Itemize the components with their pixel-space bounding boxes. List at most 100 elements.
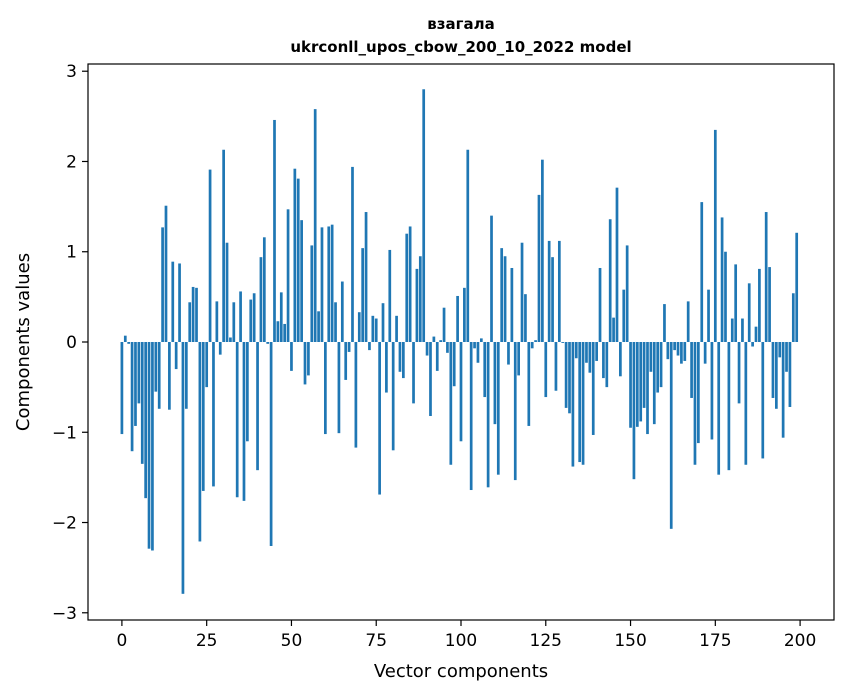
bar xyxy=(625,245,629,342)
bar xyxy=(340,281,344,342)
bar xyxy=(347,342,351,352)
bar xyxy=(652,342,656,425)
bar xyxy=(398,342,402,372)
bar xyxy=(212,342,215,487)
bar xyxy=(693,342,697,465)
bar xyxy=(486,342,490,488)
bar xyxy=(296,178,300,342)
bar xyxy=(544,342,548,398)
bar xyxy=(503,256,507,342)
bar xyxy=(418,256,422,342)
bar xyxy=(354,342,358,448)
bar xyxy=(707,289,710,342)
bar xyxy=(642,342,646,408)
bar xyxy=(232,302,236,342)
bar xyxy=(195,287,198,342)
bar xyxy=(629,342,632,428)
bar xyxy=(408,226,412,342)
bar xyxy=(581,342,585,465)
bar xyxy=(137,342,141,404)
bar xyxy=(191,286,195,342)
bar xyxy=(703,342,707,364)
bar xyxy=(242,342,246,501)
bar xyxy=(286,209,290,342)
bar xyxy=(164,205,168,342)
bar xyxy=(140,342,144,464)
x-axis-label: Vector components xyxy=(374,661,548,682)
y-tick-label: −3 xyxy=(52,604,77,624)
bar xyxy=(395,315,398,342)
bar xyxy=(771,342,775,398)
bar xyxy=(547,240,551,342)
bar xyxy=(290,342,293,371)
bar xyxy=(622,289,626,342)
bar xyxy=(619,342,622,377)
bar xyxy=(452,342,456,387)
bar xyxy=(713,129,717,342)
bar xyxy=(493,342,497,425)
bar xyxy=(415,268,419,342)
bar xyxy=(317,311,320,342)
bar xyxy=(239,291,242,342)
y-tick-label: −1 xyxy=(52,423,77,443)
bar xyxy=(154,342,158,392)
x-tick-label: 75 xyxy=(365,631,387,651)
x-tick-label: 100 xyxy=(445,631,477,651)
bar xyxy=(307,342,310,376)
bar xyxy=(184,342,188,409)
bar xyxy=(293,168,297,342)
bar xyxy=(598,267,602,342)
bar xyxy=(144,342,147,499)
bar xyxy=(412,342,415,404)
bar xyxy=(737,342,741,404)
bar xyxy=(758,268,761,342)
bar xyxy=(537,194,541,342)
bar xyxy=(246,342,249,442)
bar xyxy=(788,342,792,407)
bar xyxy=(639,342,643,422)
bar xyxy=(513,342,517,481)
bar xyxy=(303,342,307,385)
bar xyxy=(208,169,212,342)
bar xyxy=(791,293,795,342)
bar xyxy=(710,342,714,440)
bar xyxy=(198,342,202,542)
bar xyxy=(463,287,466,342)
bar xyxy=(168,342,171,410)
bar xyxy=(778,342,782,358)
bar xyxy=(120,342,124,435)
bar xyxy=(225,242,229,342)
bar xyxy=(615,187,619,342)
bar xyxy=(327,226,331,342)
bar xyxy=(500,248,504,342)
bar xyxy=(775,342,778,409)
bar xyxy=(717,342,721,475)
y-tick-label: 3 xyxy=(66,62,77,82)
bar xyxy=(476,342,480,363)
bar xyxy=(269,342,273,546)
bar xyxy=(334,302,337,342)
y-axis-label: Components values xyxy=(13,253,34,431)
bar xyxy=(534,340,537,342)
bar xyxy=(235,342,239,498)
bar xyxy=(524,294,527,342)
bar xyxy=(720,217,724,342)
bar xyxy=(673,342,676,351)
bar xyxy=(541,159,544,342)
bar xyxy=(344,342,348,380)
bar xyxy=(205,342,209,388)
bar xyxy=(751,342,754,347)
bar xyxy=(222,149,225,342)
bar xyxy=(147,342,151,549)
bar xyxy=(252,293,256,342)
bar xyxy=(442,307,446,342)
chart-title: взагала xyxy=(427,15,494,33)
bar xyxy=(459,342,463,442)
bar xyxy=(568,342,571,414)
bar xyxy=(724,251,727,342)
bar xyxy=(697,342,700,444)
bar xyxy=(591,342,595,435)
bar xyxy=(123,335,127,342)
